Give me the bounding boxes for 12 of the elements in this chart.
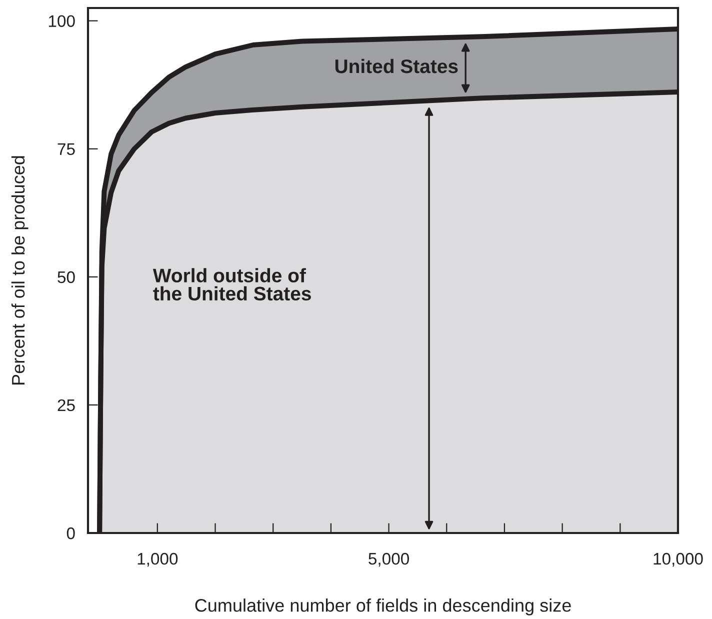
annotation: United States [335, 58, 458, 74]
y-tick-label: 25 [58, 399, 75, 412]
x-tick-label: 1,000 [138, 552, 178, 567]
y-tick-label: 100 [48, 15, 75, 28]
x-axis-title: Cumulative number of fields in descending size [195, 598, 571, 616]
x-tick-label: 5,000 [368, 552, 409, 567]
x-tick-label: 10,000 [654, 552, 703, 567]
y-tick-label: 75 [58, 143, 75, 156]
y-tick-label: 50 [58, 271, 75, 284]
y-tick-label: 0 [66, 527, 75, 540]
annotation: World outside of the United States [152, 268, 311, 301]
y-axis-title: Percent of oil to be produced [11, 156, 28, 384]
